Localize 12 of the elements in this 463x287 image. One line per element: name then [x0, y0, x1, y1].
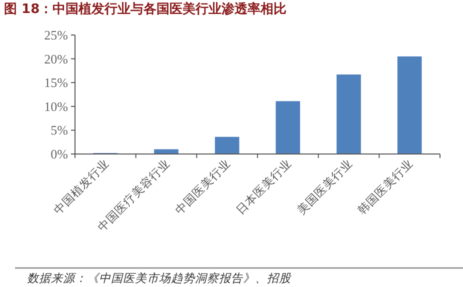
x-tick-label: 中国医美行业 [172, 156, 234, 218]
y-tick-label: 10% [44, 98, 68, 114]
y-tick-label: 0% [50, 146, 68, 162]
y-tick-label: 15% [44, 75, 68, 90]
y-tick-label: 5% [50, 122, 68, 138]
x-tick-label: 韩国医美行业 [354, 156, 416, 218]
y-tick-label: 25% [44, 28, 68, 42]
y-tick-label: 20% [44, 51, 68, 66]
chart-title: 图 18：中国植发行业与各国医美行业渗透率相比 [4, 1, 287, 17]
x-tick-label: 美国医美行业 [294, 156, 355, 218]
source-note: 数据来源：《中国医美市场趋势洞察报告》、招股 [27, 271, 292, 285]
x-tick-label: 日本医美行业 [233, 156, 294, 218]
